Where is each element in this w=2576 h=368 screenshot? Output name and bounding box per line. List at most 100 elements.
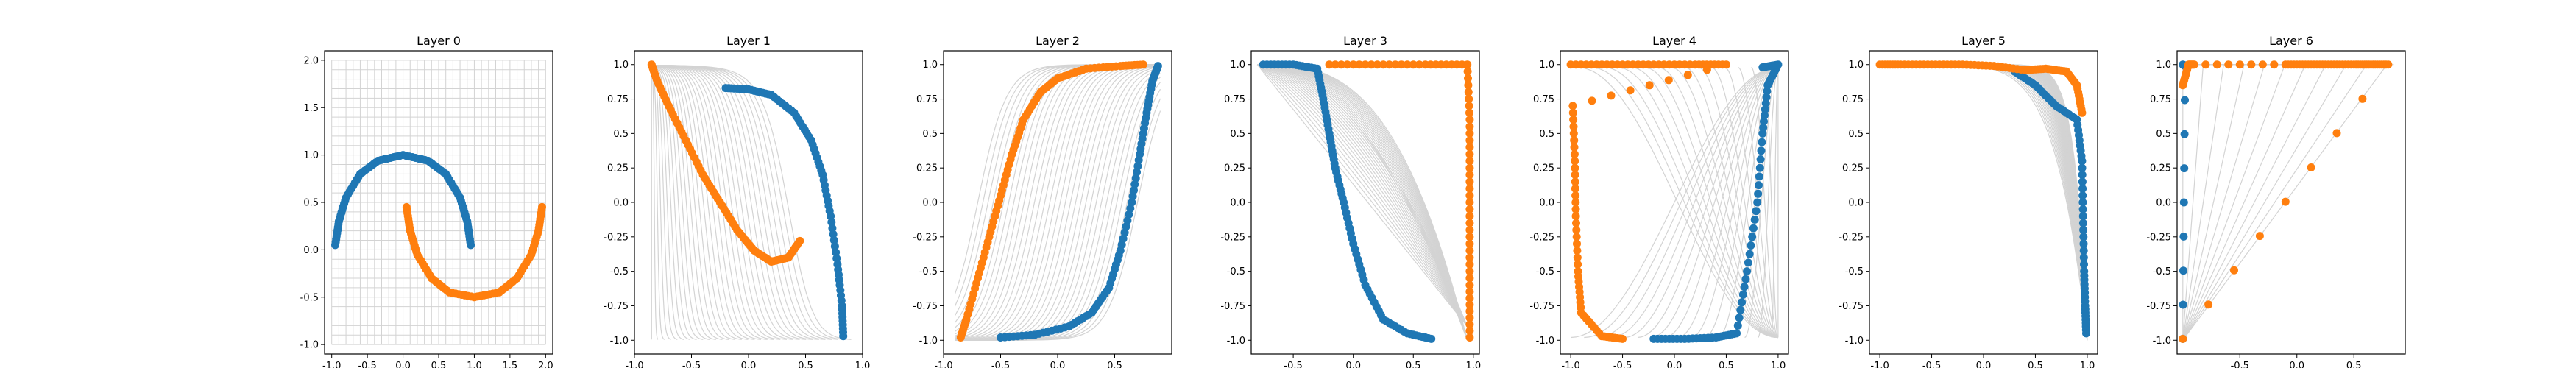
y-tick-label: 1.0 — [922, 60, 938, 71]
mesh-line — [1257, 64, 1468, 327]
y-tick-label: -0.25 — [1839, 232, 1864, 243]
data-point-orange — [1574, 260, 1582, 269]
data-point-blue — [829, 236, 838, 244]
mesh-line — [1257, 64, 1468, 341]
y-tick-label: 0.75 — [916, 94, 938, 105]
mesh-line — [651, 65, 723, 340]
data-point-blue — [1119, 234, 1128, 243]
data-point-orange — [1568, 108, 1577, 117]
data-point-blue — [2078, 171, 2087, 179]
y-tick-label: 0.0 — [1230, 198, 1245, 209]
y-tick-label: 0.75 — [2150, 94, 2171, 105]
y-tick-label: -0.25 — [1220, 232, 1245, 243]
data-point-blue — [1741, 275, 1750, 283]
data-point-orange — [1568, 102, 1577, 110]
data-point-blue — [2079, 253, 2088, 262]
data-point-orange — [1465, 95, 1473, 103]
y-tick-label: 0.75 — [1224, 94, 1245, 105]
y-tick-label: -0.25 — [604, 232, 629, 243]
data-point-blue — [1134, 156, 1143, 165]
mesh-line — [2182, 64, 2368, 341]
y-tick-label: -0.75 — [604, 301, 629, 312]
data-point-orange — [1464, 88, 1473, 96]
data-point-blue — [830, 242, 839, 251]
mesh-line — [1617, 66, 1778, 339]
mesh-line — [2182, 64, 2286, 341]
chart-panel-2: -1.0 -0.5 0.0 0.5 -1.0 -0.75 -0.5 -0.25 0.0 0.25 0… — [913, 34, 1172, 368]
data-point-orange — [1463, 67, 1472, 76]
data-point-orange — [796, 236, 804, 245]
data-point-blue — [1757, 146, 1766, 155]
y-tick-label: 0.25 — [916, 163, 938, 174]
data-point-orange — [1465, 102, 1473, 110]
data-point-blue — [1760, 117, 1768, 126]
data-point-orange — [1573, 239, 1581, 248]
data-point-orange — [1569, 129, 1578, 138]
chart-title: Layer 5 — [1961, 34, 2006, 48]
chart-panel-6: -0.5 0.0 0.5 -1.0 -0.75 -0.5 -0.25 0.0 0.25 0.5 0.… — [2146, 34, 2406, 368]
x-tick-label: 1.5 — [503, 361, 518, 368]
y-tick-label: 0.0 — [922, 198, 938, 209]
data-point-orange — [1465, 143, 1474, 152]
y-tick-label: 0.5 — [1230, 129, 1245, 140]
data-point-orange — [1588, 96, 1596, 105]
x-tick-label: -0.5 — [682, 361, 701, 368]
x-tick-label: 0.0 — [1050, 361, 1066, 368]
data-point-blue — [2180, 164, 2189, 173]
data-point-orange — [1571, 212, 1580, 221]
mesh-line — [1758, 67, 1779, 338]
data-point-orange — [2190, 60, 2198, 69]
mesh-line — [1610, 66, 1778, 339]
mesh-line — [1584, 66, 1778, 339]
mesh-line — [1257, 64, 1468, 327]
y-tick-label: -1.0 — [300, 340, 319, 351]
data-point-orange — [1464, 74, 1472, 82]
data-point-orange — [1465, 294, 1474, 302]
y-tick-label: -1.0 — [1536, 336, 1554, 347]
mesh-line — [1677, 66, 1778, 339]
y-tick-label: 0.75 — [607, 94, 629, 105]
plot-area — [1256, 60, 1474, 343]
data-point-orange — [1349, 60, 1358, 69]
data-point-blue — [1123, 216, 1132, 225]
data-point-blue — [1759, 123, 1768, 132]
mesh-line — [1744, 66, 1779, 339]
y-tick-label: 0.25 — [1533, 163, 1554, 174]
data-point-blue — [2078, 205, 2087, 213]
data-point-blue — [2179, 198, 2188, 207]
y-tick-label: -0.5 — [919, 266, 938, 277]
data-point-orange — [538, 202, 546, 211]
mesh-line — [651, 65, 852, 340]
y-tick-label: 0.0 — [1539, 198, 1554, 209]
data-point-orange — [1571, 157, 1579, 166]
data-point-orange — [1573, 247, 1582, 255]
data-point-blue — [1427, 334, 1436, 343]
data-point-orange — [1626, 86, 1635, 95]
data-point-orange — [1379, 60, 1387, 69]
data-point-orange — [1361, 60, 1370, 69]
data-point-orange — [1465, 122, 1474, 131]
x-tick-label: 0.5 — [431, 361, 447, 368]
mesh-line — [1257, 64, 1468, 341]
data-point-blue — [2078, 219, 2087, 227]
data-point-blue — [1122, 222, 1130, 231]
y-tick-label: 0.0 — [613, 198, 629, 209]
y-tick-label: 2.0 — [303, 55, 319, 66]
y-tick-label: 0.25 — [2150, 163, 2171, 174]
data-point-blue — [1740, 283, 1749, 291]
mesh-line — [1724, 66, 1779, 339]
y-tick-label: -0.25 — [1529, 232, 1554, 243]
data-point-blue — [1131, 174, 1140, 183]
data-point-blue — [1761, 99, 1770, 107]
data-point-orange — [1343, 60, 1351, 69]
y-tick-label: 0.0 — [2156, 198, 2171, 209]
mesh-line — [1257, 64, 1468, 341]
data-point-blue — [1733, 329, 1741, 338]
data-point-orange — [2332, 129, 2341, 138]
x-tick-label: 0.5 — [1406, 361, 1421, 368]
data-point-blue — [2082, 329, 2090, 338]
x-tick-label: 0.0 — [1667, 361, 1682, 368]
plot-area — [331, 60, 546, 345]
y-tick-label: 1.0 — [1539, 60, 1554, 71]
data-point-orange — [1569, 116, 1578, 124]
